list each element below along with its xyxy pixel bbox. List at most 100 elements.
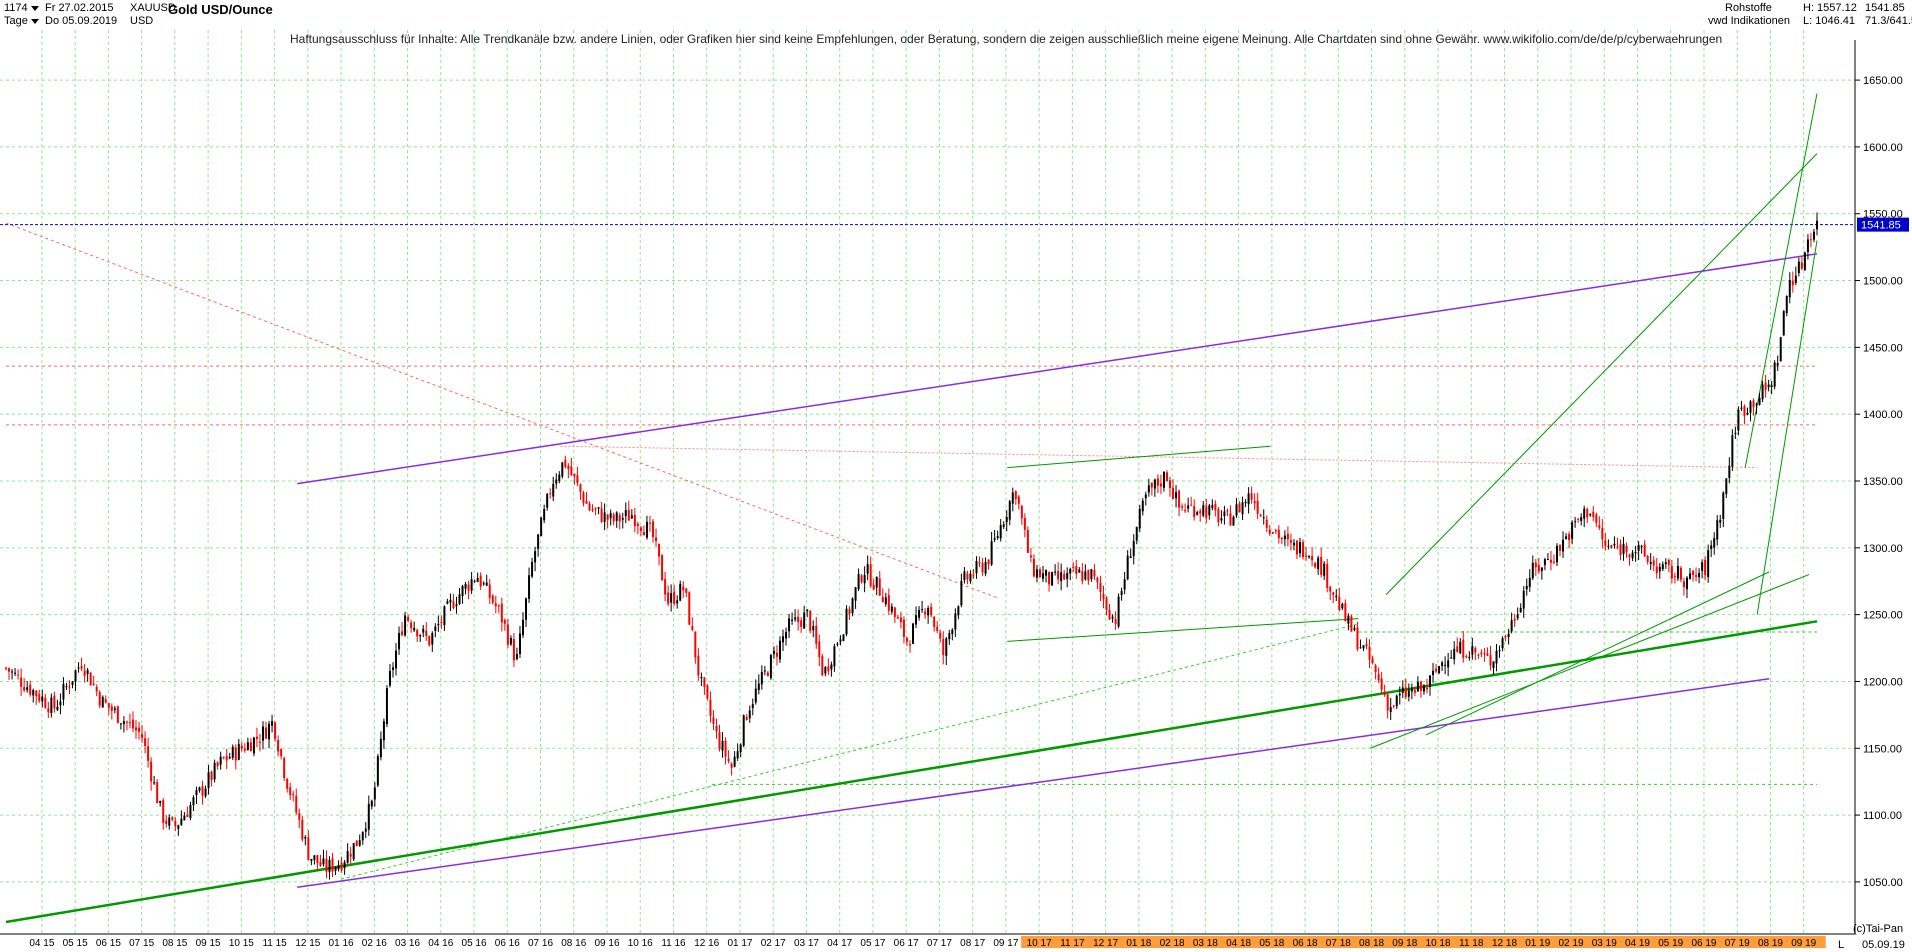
candle-body [425, 630, 428, 636]
ratio-value: 71.3/641.5 [1865, 15, 1912, 27]
candle-body [503, 620, 506, 624]
candle-body [1362, 645, 1365, 649]
candle-body [1731, 435, 1734, 467]
candle-body [497, 605, 500, 607]
candle-body [836, 643, 839, 645]
candle-body [1172, 487, 1175, 500]
x-tick-label: 12 17 [1093, 938, 1118, 949]
candle-body [385, 688, 388, 725]
candle-body [189, 805, 192, 819]
candle-body [1262, 517, 1265, 519]
period-select[interactable]: Tage [4, 14, 39, 28]
candle-body [902, 619, 905, 638]
candle-body [107, 703, 110, 708]
candle-body [1205, 506, 1208, 518]
candle-body [1661, 564, 1664, 570]
candle-body [286, 778, 289, 789]
candle-body [1054, 571, 1057, 573]
candle-body [325, 859, 328, 872]
candle-body [1302, 542, 1305, 558]
candle-body [458, 594, 461, 605]
candle-body [591, 509, 594, 511]
candle-body [1444, 664, 1447, 666]
candle-body [1559, 545, 1562, 551]
candle-body [1441, 662, 1444, 666]
candle-body [612, 514, 615, 522]
candle-body [984, 562, 987, 574]
candle-body [652, 521, 655, 538]
x-tick-label: 01 16 [329, 938, 354, 949]
candle-body [1289, 540, 1292, 543]
candle-body [1519, 607, 1522, 613]
candle-body [697, 655, 700, 676]
candle-body [1268, 529, 1271, 534]
candle-body [1250, 493, 1253, 500]
candle-body [1156, 478, 1159, 486]
candle-body [1598, 525, 1601, 528]
candle-body [1383, 691, 1386, 696]
candle-body [334, 867, 337, 871]
bar-count-select[interactable]: 1174 [4, 1, 39, 15]
candle-body [1329, 586, 1332, 592]
candle-body [806, 609, 809, 612]
candle-body [89, 672, 92, 686]
candle-body [769, 654, 772, 679]
chevron-down-icon[interactable] [30, 5, 39, 11]
candle-body [1586, 508, 1589, 518]
x-tick-label: 11 17 [1060, 938, 1085, 949]
candle-body [1335, 595, 1338, 598]
candle-body [1513, 618, 1516, 621]
header-bar: 1174 Tage Fr 27.02.2015 Do 05.09.2019 XA… [0, 0, 1912, 30]
candle-body [564, 459, 567, 467]
category-label: Rohstoffe [1725, 2, 1772, 14]
green-trendline [1425, 571, 1770, 736]
candle-body [1413, 690, 1416, 693]
candle-body [237, 744, 240, 760]
candle-body [1187, 505, 1190, 509]
candle-body [1211, 505, 1214, 508]
candle-body [1610, 545, 1613, 548]
candle-body [963, 571, 966, 581]
candle-body [1622, 543, 1625, 554]
candle-body [1178, 490, 1181, 508]
candle-body [455, 604, 458, 607]
candle-body [110, 706, 113, 711]
candle-body [162, 800, 165, 823]
candle-body [1165, 472, 1168, 482]
candle-body [924, 611, 927, 615]
chevron-down-icon[interactable] [30, 18, 39, 24]
candle-body [908, 644, 911, 646]
candle-body [1422, 685, 1425, 692]
candle-body [1758, 397, 1761, 405]
end-date: Do 05.09.2019 [45, 15, 118, 27]
candle-body [1664, 562, 1667, 565]
green-channel-lower [1756, 240, 1818, 615]
candle-body [1038, 569, 1041, 578]
candle-body [86, 670, 89, 674]
candle-body [1749, 401, 1752, 413]
candle-body [1710, 545, 1713, 549]
candle-body [1111, 616, 1114, 619]
candle-body [322, 858, 325, 865]
copyright: (c)Tai-Pan [1853, 923, 1904, 935]
y-tick-label: 1150.00 [1863, 743, 1902, 755]
x-tick-label: 02 16 [362, 938, 387, 949]
candle-body [1259, 514, 1262, 517]
purple-trendline [297, 253, 1818, 485]
candle-body [1767, 384, 1770, 388]
candle-body [168, 817, 171, 826]
candle-body [491, 595, 494, 603]
candle-body [1141, 500, 1144, 512]
candle-body [1407, 690, 1410, 697]
candle-body [582, 492, 585, 504]
candle-body [274, 722, 277, 739]
candle-body [785, 631, 788, 639]
candle-body [996, 536, 999, 538]
candle-body [234, 747, 237, 761]
candle-body [204, 788, 207, 797]
candle-body [1779, 337, 1782, 362]
candle-body [951, 629, 954, 635]
low-value: L: 1046.41 [1803, 15, 1855, 27]
candle-body [639, 527, 642, 532]
